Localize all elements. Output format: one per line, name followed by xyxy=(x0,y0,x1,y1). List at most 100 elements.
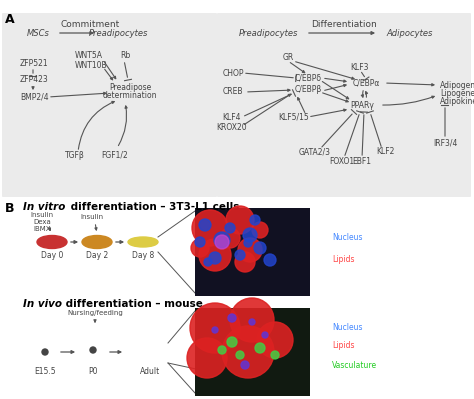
Circle shape xyxy=(230,298,274,342)
Text: determination: determination xyxy=(103,91,157,101)
Text: Adult: Adult xyxy=(140,367,160,376)
Circle shape xyxy=(236,351,244,359)
Text: WNT5A: WNT5A xyxy=(75,51,103,61)
Circle shape xyxy=(192,210,228,246)
Ellipse shape xyxy=(128,237,158,247)
Text: MSCs: MSCs xyxy=(27,29,49,38)
Circle shape xyxy=(226,206,254,234)
Text: C/EBPδ: C/EBPδ xyxy=(294,73,321,83)
Circle shape xyxy=(262,332,268,338)
Text: differentiation – mouse: differentiation – mouse xyxy=(62,299,203,309)
Ellipse shape xyxy=(82,235,112,249)
Circle shape xyxy=(212,327,218,333)
Text: A: A xyxy=(5,13,15,26)
Text: Lipids: Lipids xyxy=(332,342,355,350)
Text: KROX20: KROX20 xyxy=(217,122,247,132)
Circle shape xyxy=(257,322,293,358)
Text: C/EBPβ: C/EBPβ xyxy=(294,85,322,95)
Text: KLF5/15: KLF5/15 xyxy=(279,113,310,122)
Text: Day 8: Day 8 xyxy=(132,251,154,260)
Text: differentiation – 3T3-L1 cells: differentiation – 3T3-L1 cells xyxy=(67,202,239,212)
Text: P0: P0 xyxy=(88,367,98,376)
Circle shape xyxy=(214,232,230,248)
Circle shape xyxy=(204,258,212,266)
Circle shape xyxy=(209,252,221,264)
Text: B: B xyxy=(5,202,15,215)
Text: Lipogenesis: Lipogenesis xyxy=(440,89,474,97)
Text: Adipogenesis: Adipogenesis xyxy=(440,81,474,89)
Text: IRF3/4: IRF3/4 xyxy=(433,138,457,148)
Text: Insulin
Dexa
IBMX: Insulin Dexa IBMX xyxy=(30,212,54,232)
Circle shape xyxy=(220,228,240,248)
Text: CHOP: CHOP xyxy=(222,69,244,77)
Text: Commitment: Commitment xyxy=(60,20,119,29)
Circle shape xyxy=(255,343,265,353)
Text: In vitro: In vitro xyxy=(23,202,65,212)
Text: Adipocytes: Adipocytes xyxy=(387,29,433,38)
Circle shape xyxy=(42,349,48,355)
Text: Preadipocytes: Preadipocytes xyxy=(88,29,148,38)
Text: Nucleus: Nucleus xyxy=(332,233,363,243)
Text: EBF1: EBF1 xyxy=(353,156,372,166)
Text: Day 2: Day 2 xyxy=(86,251,108,260)
Text: Insulin: Insulin xyxy=(81,214,103,220)
Text: ZFP423: ZFP423 xyxy=(20,75,49,85)
Circle shape xyxy=(254,242,266,254)
Circle shape xyxy=(252,222,268,238)
Circle shape xyxy=(222,326,274,378)
FancyBboxPatch shape xyxy=(2,13,217,197)
Text: GATA2/3: GATA2/3 xyxy=(299,148,331,156)
Circle shape xyxy=(228,314,236,322)
Text: KLF4: KLF4 xyxy=(223,113,241,122)
Text: Preadipocytes: Preadipocytes xyxy=(238,29,298,38)
Bar xyxy=(195,208,310,296)
Circle shape xyxy=(195,237,205,247)
Text: WNT10B: WNT10B xyxy=(75,61,108,69)
Text: TGFβ: TGFβ xyxy=(65,150,85,160)
Text: Lipids: Lipids xyxy=(332,255,355,265)
Circle shape xyxy=(187,338,227,378)
FancyBboxPatch shape xyxy=(217,13,471,197)
Text: Nursing/feeding: Nursing/feeding xyxy=(67,310,123,316)
Bar xyxy=(195,308,310,396)
Circle shape xyxy=(244,239,252,247)
Ellipse shape xyxy=(37,235,67,249)
Circle shape xyxy=(215,235,229,249)
Circle shape xyxy=(249,319,255,325)
Text: FOXO1: FOXO1 xyxy=(329,156,355,166)
Circle shape xyxy=(90,347,96,353)
Text: Vasculature: Vasculature xyxy=(332,361,377,369)
Text: Differentiation: Differentiation xyxy=(311,20,377,29)
Circle shape xyxy=(271,351,279,359)
Circle shape xyxy=(243,228,257,242)
Text: PPARγ: PPARγ xyxy=(350,101,374,109)
Circle shape xyxy=(190,303,240,353)
Text: KLF2: KLF2 xyxy=(376,148,394,156)
Circle shape xyxy=(199,239,231,271)
Text: FGF1/2: FGF1/2 xyxy=(101,150,128,160)
Text: C/EBPα: C/EBPα xyxy=(352,79,380,87)
Text: ZFP521: ZFP521 xyxy=(20,59,49,67)
Circle shape xyxy=(235,252,255,272)
Text: Nucleus: Nucleus xyxy=(332,324,363,332)
Circle shape xyxy=(218,346,226,354)
Text: BMP2/4: BMP2/4 xyxy=(20,93,49,101)
Circle shape xyxy=(227,337,237,347)
Circle shape xyxy=(238,238,262,262)
Text: Preadipose: Preadipose xyxy=(109,83,151,91)
Text: Adipokines: Adipokines xyxy=(440,97,474,105)
Circle shape xyxy=(241,361,249,369)
Circle shape xyxy=(235,250,245,260)
Circle shape xyxy=(264,254,276,266)
Circle shape xyxy=(191,239,209,257)
Circle shape xyxy=(225,223,235,233)
Text: In vivo: In vivo xyxy=(23,299,62,309)
Text: CREB: CREB xyxy=(223,87,243,97)
Text: Day 0: Day 0 xyxy=(41,251,63,260)
Text: Rb: Rb xyxy=(120,51,130,61)
Text: GR: GR xyxy=(283,53,293,63)
Text: E15.5: E15.5 xyxy=(34,367,56,376)
Text: KLF3: KLF3 xyxy=(351,63,369,71)
Circle shape xyxy=(250,215,260,225)
Circle shape xyxy=(199,219,211,231)
